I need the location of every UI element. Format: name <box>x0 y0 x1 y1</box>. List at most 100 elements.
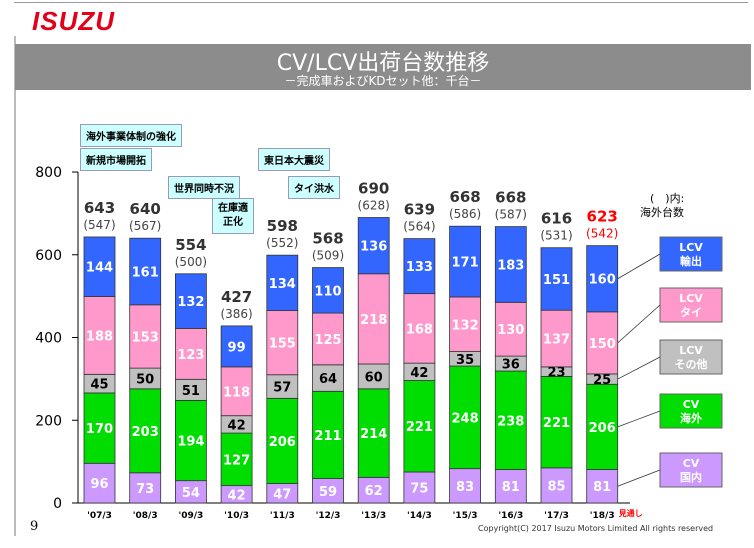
bar-segment <box>312 312 344 366</box>
bar-value-label: 47 <box>273 487 291 502</box>
page-title: CV/LCV出荷台数推移 <box>276 51 490 76</box>
bar-segment <box>174 399 207 482</box>
bar-value-label: 75 <box>410 481 428 496</box>
bar-segment <box>357 476 390 504</box>
bar-value-label: 206 <box>589 421 616 436</box>
bar-value-label: 127 <box>223 453 250 468</box>
bar-value-label: 42 <box>228 488 246 503</box>
bar-segment <box>403 471 436 504</box>
bar-segment <box>586 469 619 504</box>
title-bar: CV/LCV出荷台数推移 －完成車およびKDセット他：千台－ <box>15 44 751 90</box>
bar-segment <box>266 310 299 376</box>
bar-value-label: 168 <box>406 322 433 337</box>
bar-segment <box>357 273 390 365</box>
bar-segment <box>129 388 162 474</box>
note-global-recession: 世界同時不況 <box>168 176 240 199</box>
bar-segment <box>129 472 162 504</box>
bar-segment <box>494 301 527 357</box>
bar-overseas-label: (500) <box>175 255 207 269</box>
bar-value-label: 62 <box>365 484 383 499</box>
bar-segment <box>312 364 344 392</box>
bar-total-label: 668 <box>449 188 480 206</box>
bar-segment <box>312 267 344 314</box>
page-subtitle: －完成車およびKDセット他：千台－ <box>284 74 482 88</box>
bar-value-label: 59 <box>319 485 337 500</box>
bar-segment <box>449 468 482 504</box>
bar-segment <box>83 296 116 375</box>
bar-value-label: 85 <box>547 479 565 494</box>
bar-segment <box>494 226 527 303</box>
bar-total-label: 623 <box>587 208 618 226</box>
forecast-tag: 見通し <box>618 508 643 518</box>
bar-total-label: 643 <box>84 199 115 217</box>
bar-value-label: 130 <box>497 323 524 338</box>
legend-swatch <box>659 236 723 272</box>
bar-segment <box>312 478 344 504</box>
y-tick-label: 200 <box>35 413 62 429</box>
bar-value-label: 51 <box>182 384 200 399</box>
isuzu-logo: ISUZU <box>32 6 115 36</box>
bar-value-label: 171 <box>452 256 479 271</box>
bar-segment <box>220 432 253 487</box>
y-tick-label: 400 <box>35 331 62 347</box>
legend-note-line1: ( )内: <box>650 192 685 205</box>
x-tick-label: '10/3 <box>224 511 249 521</box>
bar-value-label: 64 <box>319 372 337 387</box>
bar-segment <box>403 380 436 473</box>
bar-value-label: 214 <box>360 427 387 442</box>
note-inventory-line2: 正化 <box>223 217 243 228</box>
bar-value-label: 221 <box>543 416 570 431</box>
x-tick-label: '09/3 <box>178 511 203 521</box>
bar-value-label: 221 <box>406 420 433 435</box>
note-thai-flood: タイ洪水 <box>288 176 340 199</box>
bar-segment <box>312 390 344 479</box>
x-tick-label: '11/3 <box>270 511 295 521</box>
bar-value-label: 73 <box>136 482 154 497</box>
bar-segment <box>357 363 390 390</box>
bar-segment <box>494 469 527 504</box>
bar-total-label: 639 <box>404 201 435 219</box>
left-rule <box>14 36 16 536</box>
bar-overseas-label: (628) <box>358 199 390 213</box>
bar-value-label: 161 <box>132 266 159 281</box>
bar-value-label: 248 <box>452 411 479 426</box>
bar-segment <box>540 375 573 469</box>
bar-segment <box>266 254 299 312</box>
note-inventory-line1: 在庫適 <box>218 203 248 214</box>
bar-value-label: 188 <box>86 329 113 344</box>
bar-value-label: 118 <box>223 385 250 400</box>
legend-label-line1: CV <box>683 457 700 470</box>
bar-value-label: 238 <box>497 414 524 429</box>
bar-value-label: 218 <box>360 313 387 328</box>
legend-label-line2: 輸出 <box>680 254 702 268</box>
bar-overseas-label: (531) <box>540 229 572 243</box>
legend-label-line2: 国内 <box>680 470 702 484</box>
bar-total-label: 616 <box>541 210 572 228</box>
bar-value-label: 57 <box>273 381 291 396</box>
bar-value-label: 151 <box>543 273 570 288</box>
bar-total-label: 690 <box>358 180 389 198</box>
bar-total-label: 427 <box>221 288 252 306</box>
bar-segment <box>540 309 573 368</box>
legend-label-line1: LCV <box>679 241 703 254</box>
bar-value-label: 137 <box>543 333 570 348</box>
legend-connector <box>617 304 661 344</box>
bar-value-label: 132 <box>452 318 479 333</box>
legend-label-line1: LCV <box>679 344 703 357</box>
bar-value-label: 25 <box>593 373 611 388</box>
bar-segment <box>266 397 299 484</box>
bar-value-label: 170 <box>86 422 113 437</box>
legend-swatch <box>659 339 723 375</box>
x-tick-label: '07/3 <box>87 511 112 521</box>
bar-segment <box>403 238 436 295</box>
bar-value-label: 35 <box>456 353 474 368</box>
top-rule <box>14 2 748 3</box>
bar-value-label: 99 <box>228 340 246 355</box>
bar-value-label: 153 <box>132 330 159 345</box>
bar-overseas-label: (586) <box>449 207 481 221</box>
bar-value-label: 203 <box>132 425 159 440</box>
bar-overseas-label: (567) <box>129 219 161 233</box>
bar-value-label: 42 <box>410 366 428 381</box>
bar-value-label: 96 <box>90 477 108 492</box>
